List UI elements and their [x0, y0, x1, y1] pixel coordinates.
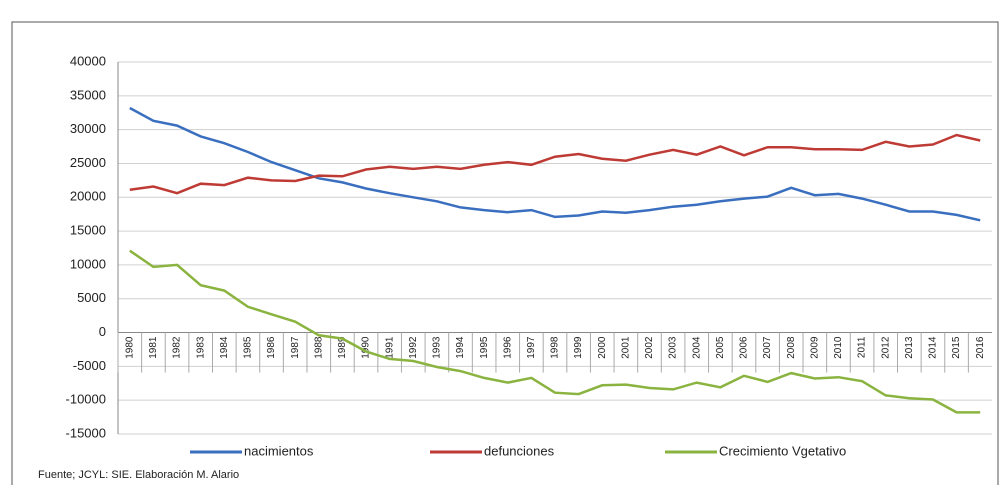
x-tick-label: 2002 [644, 336, 655, 359]
legend-label: nacimientos [244, 443, 314, 458]
x-tick-label: 2014 [928, 336, 939, 359]
x-tick-label: 1987 [290, 336, 301, 359]
x-tick-label: 2012 [880, 336, 891, 359]
legend-label: defunciones [484, 443, 555, 458]
x-tick-label: 2006 [739, 336, 750, 359]
x-tick-label: 2007 [762, 336, 773, 359]
x-tick-label: 2009 [809, 336, 820, 359]
y-tick-label: 25000 [70, 155, 106, 170]
x-tick-label: 1994 [455, 336, 466, 359]
x-tick-label: 1986 [266, 336, 277, 359]
x-tick-label: 1992 [408, 336, 419, 359]
x-tick-label: 1990 [361, 336, 372, 359]
x-tick-label: 2000 [597, 336, 608, 359]
x-tick-label: 1998 [550, 336, 561, 359]
chart-frame [11, 21, 999, 485]
x-tick-label: 1983 [195, 336, 206, 359]
x-tick-label: 2013 [904, 336, 915, 359]
x-tick-label: 2008 [786, 336, 797, 359]
x-tick-label: 1999 [573, 336, 584, 359]
y-tick-label: 10000 [70, 256, 106, 271]
source-note: Fuente; JCYL: SIE. Elaboración M. Alario [38, 469, 239, 481]
y-tick-label: 30000 [70, 121, 106, 136]
y-tick-label: 20000 [70, 189, 106, 204]
x-tick-label: 2011 [857, 336, 868, 358]
x-tick-label: 1996 [502, 336, 513, 359]
x-tick-label: 1989 [337, 336, 348, 359]
x-tick-label: 2010 [833, 336, 844, 359]
x-tick-label: 1988 [313, 336, 324, 359]
x-tick-label: 1984 [219, 336, 230, 359]
x-tick-label: 2001 [621, 336, 632, 359]
y-tick-label: -10000 [66, 392, 106, 407]
y-tick-label: -5000 [73, 358, 106, 373]
x-tick-label: 1981 [148, 336, 159, 359]
legend-label: Crecimiento Vgetativo [719, 443, 846, 458]
x-tick-label: 1982 [172, 336, 183, 359]
x-tick-label: 2015 [951, 336, 962, 359]
x-tick-label: 1985 [243, 336, 254, 359]
x-tick-label: 2003 [668, 336, 679, 359]
y-tick-label: 5000 [77, 290, 106, 305]
y-tick-label: 40000 [70, 53, 106, 68]
y-tick-label: 35000 [70, 87, 106, 102]
series-line [129, 133, 981, 195]
x-tick-label: 2004 [691, 336, 702, 359]
x-tick-label: 1980 [124, 336, 135, 359]
y-tick-label: 0 [99, 324, 106, 339]
x-tick-label: 1991 [384, 336, 395, 359]
series-line [129, 249, 981, 414]
y-tick-label: 15000 [70, 223, 106, 238]
series-line [129, 106, 981, 222]
x-tick-label: 1995 [479, 336, 490, 359]
x-tick-label: 1997 [526, 336, 537, 359]
x-tick-label: 1993 [432, 336, 443, 359]
x-tick-label: 2005 [715, 336, 726, 359]
x-tick-label: 2016 [975, 336, 986, 359]
y-tick-label: -15000 [66, 425, 106, 440]
